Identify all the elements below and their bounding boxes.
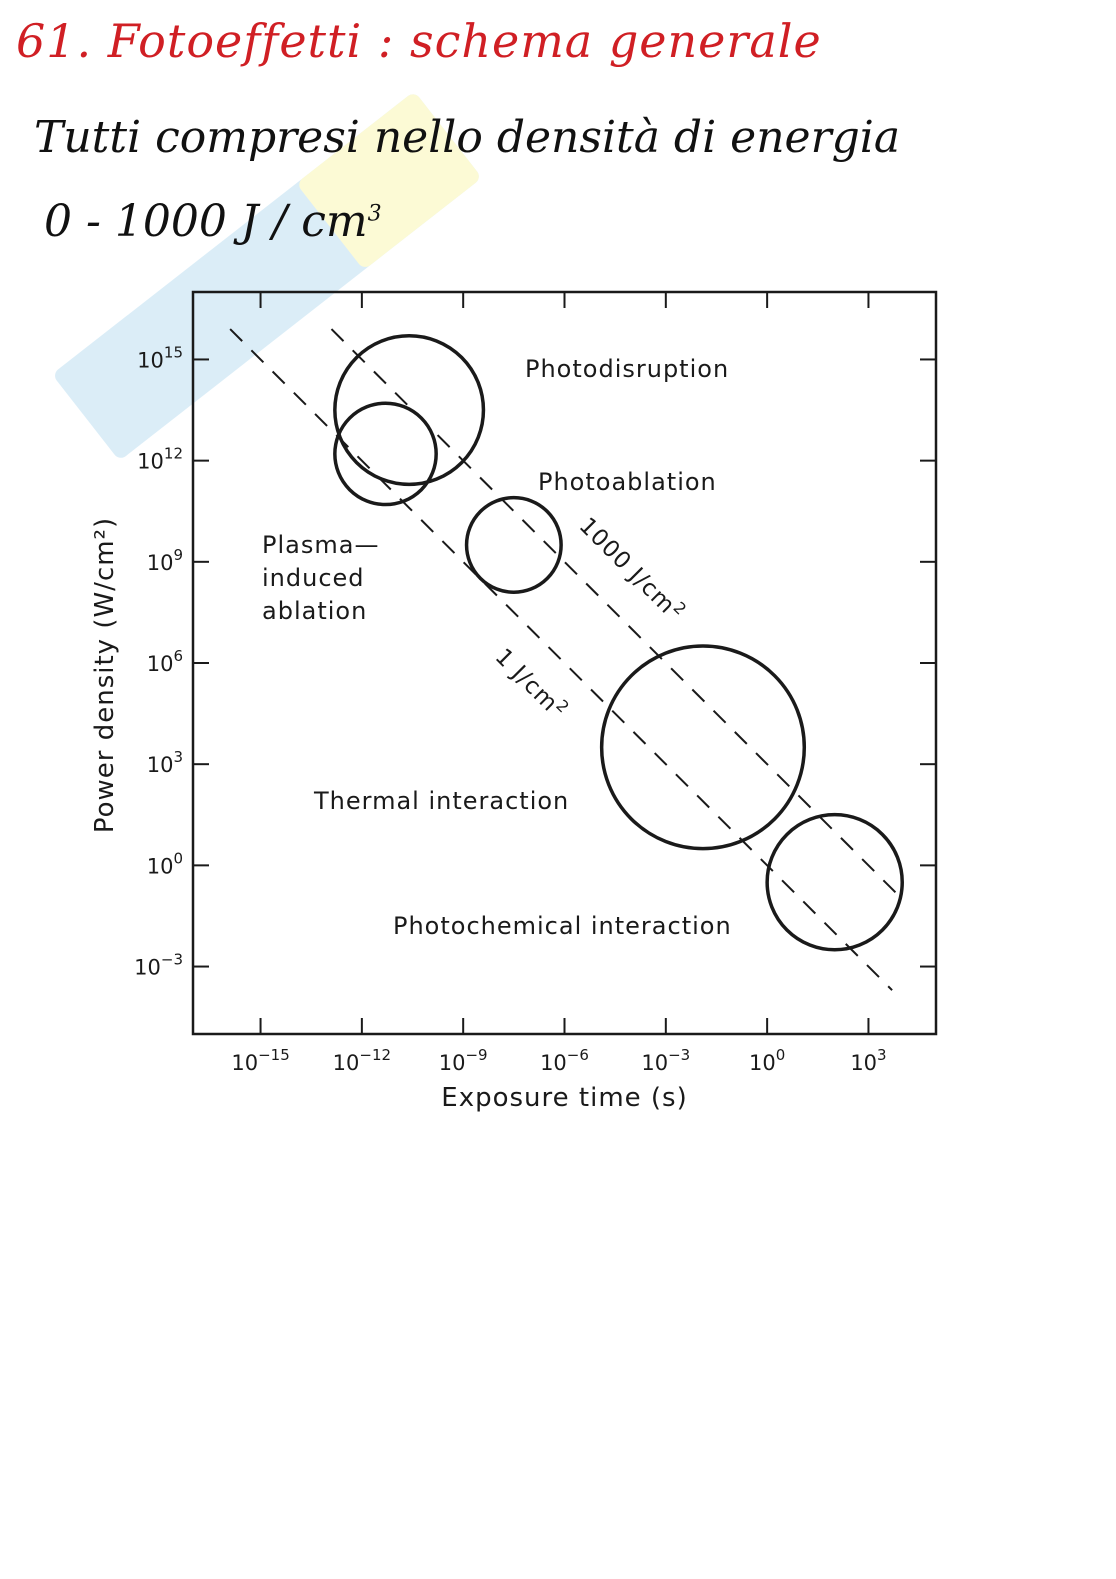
label-plasma-1: Plasma— [262, 531, 379, 559]
label-plasma-2: induced [262, 564, 365, 592]
y-tick-label: 109 [147, 546, 183, 575]
y-tick-label: 1012 [137, 445, 183, 474]
y-tick-label: 10−3 [134, 951, 183, 980]
x-tick-label: 10−3 [641, 1046, 690, 1075]
note-line-2-text: 0 - 1000 J / cm [44, 196, 368, 247]
label-photodisruption: Photodisruption [525, 355, 729, 383]
y-tick-label: 1015 [137, 343, 183, 372]
circle-plasma-ablation [333, 401, 438, 507]
label-1000-j-cm2: 1000 J/cm2 [574, 510, 691, 627]
x-tick-label: 103 [850, 1046, 886, 1075]
y-tick-label: 100 [147, 849, 183, 878]
x-tick-label: 100 [749, 1046, 785, 1075]
circle-thermal [599, 644, 807, 851]
y-tick-label: 103 [147, 748, 183, 777]
y-axis-label: Power density (W/cm²) [90, 517, 120, 833]
circle-photoablation [464, 495, 563, 594]
label-photoablation: Photoablation [538, 468, 717, 496]
circle-photodisruption [333, 333, 486, 487]
x-axis-label: Exposure time (s) [441, 1083, 687, 1113]
label-photochemical: Photochemical interaction [393, 912, 732, 940]
x-tick-label: 10−9 [439, 1046, 488, 1075]
y-tick-label: 106 [147, 647, 183, 676]
label-1-j-cm2: 1 J/cm2 [490, 641, 574, 725]
fluence-line-1 [229, 328, 893, 991]
x-tick-label: 10−15 [231, 1046, 289, 1075]
page-title: 61. Fotoeffetti : schema generale [16, 14, 822, 68]
note-line-1: Tutti compresi nello densità di energia [34, 112, 901, 163]
note-line-2-exponent: 3 [367, 201, 382, 227]
label-thermal: Thermal interaction [313, 787, 569, 815]
circle-photochemical [765, 812, 904, 952]
x-tick-label: 10−12 [333, 1046, 391, 1075]
label-plasma-3: ablation [262, 597, 367, 625]
x-tick-label: 10−6 [540, 1046, 589, 1075]
note-line-2: 0 - 1000 J / cm3 [44, 196, 382, 247]
